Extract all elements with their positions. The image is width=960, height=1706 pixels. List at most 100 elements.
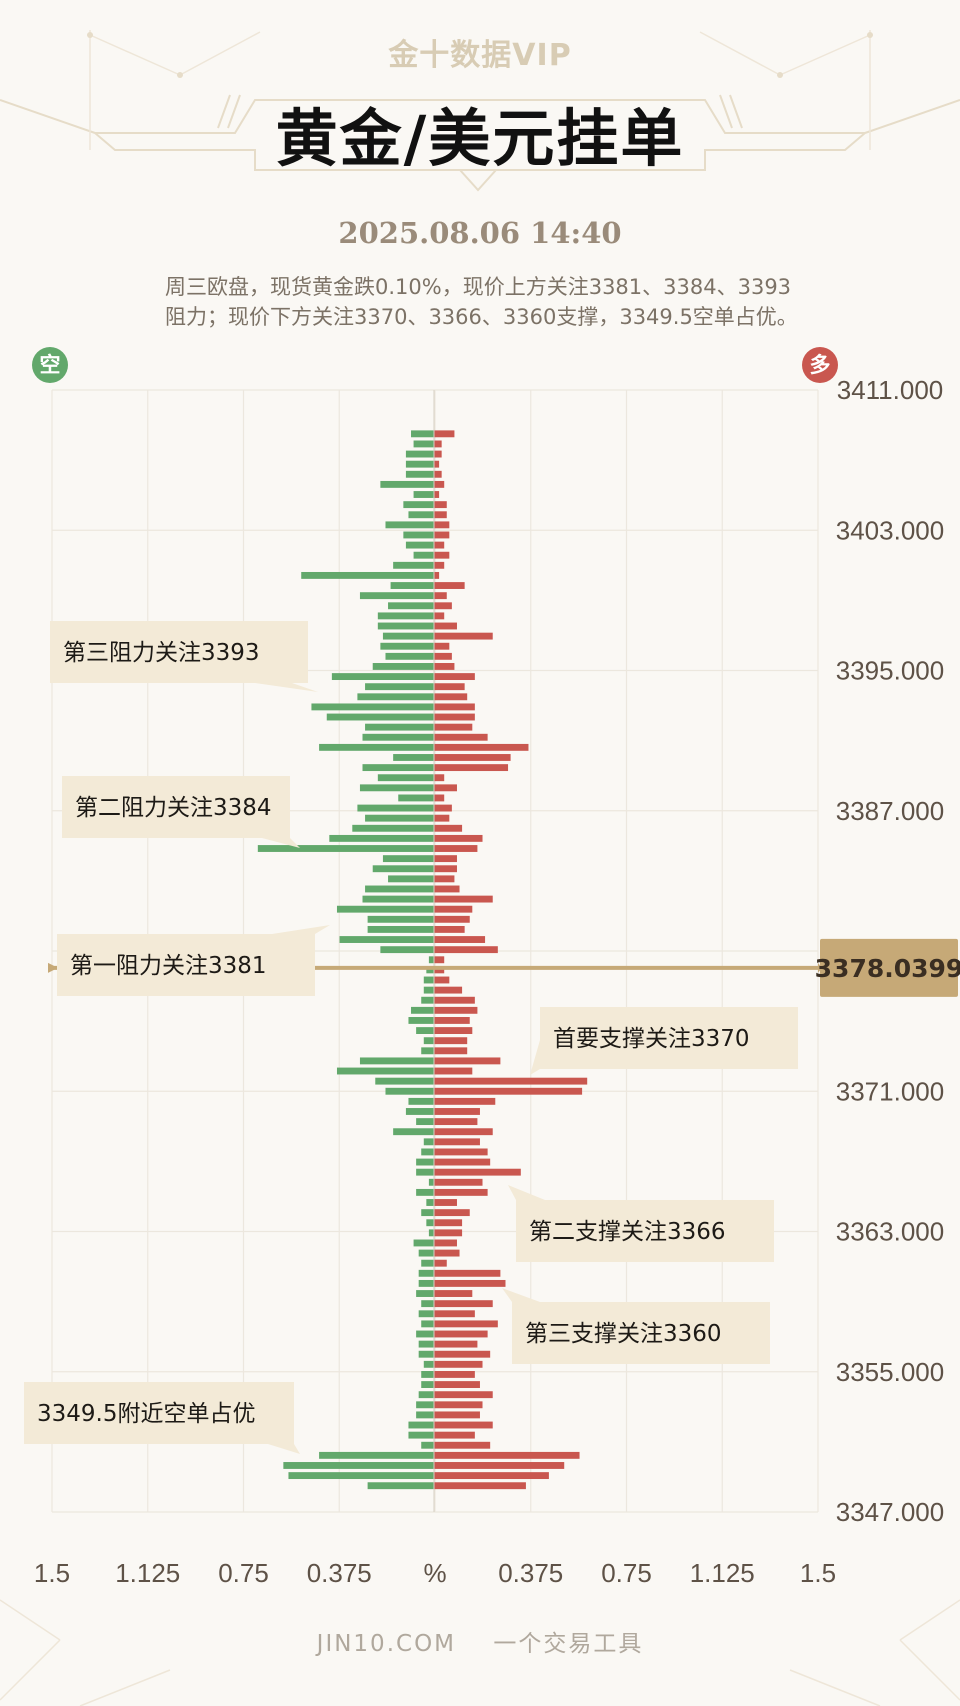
short-bar [408,1431,434,1439]
short-bar [367,915,434,923]
long-bar [434,561,445,569]
long-bar [434,1027,473,1035]
annotation-text: 第二支撑关注3366 [529,1219,726,1245]
annotation-pointer [272,925,330,934]
short-bar [257,845,434,852]
short-bar [329,834,434,842]
current-price-label-box [820,938,958,997]
short-bar [380,480,434,488]
long-bar [434,632,493,640]
short-bar [405,541,434,549]
long-bar [434,774,445,782]
long-bar [434,1148,488,1156]
annotation-box [516,1200,774,1262]
short-bar [362,764,434,772]
long-bar [434,430,455,438]
short-bar [428,1178,434,1186]
long-bar [434,460,440,468]
annotation-text: 首要支撑关注3370 [553,1026,750,1052]
short-bar [408,1097,434,1105]
short-bar [301,571,434,579]
long-bar [434,1037,468,1045]
short-bar [319,743,434,751]
short-bar [398,794,434,802]
x-tick-label: 0.75 [218,1558,269,1588]
annotation-pointer [268,1444,300,1454]
x-tick-label: 0.375 [307,1558,372,1588]
long-bar [434,824,463,832]
short-bar [421,1320,434,1328]
long-bar [434,1188,488,1196]
short-bar [382,855,434,863]
annotation-box [57,934,315,996]
short-bar [418,1340,434,1348]
y-tick-label: 3411.000 [837,375,944,405]
annotation-text: 第二阻力关注3384 [75,795,272,821]
short-bar [375,1077,434,1085]
long-bar [434,784,457,792]
y-tick-label: 3395.000 [836,656,944,686]
long-bar [434,612,445,620]
short-bar [388,602,434,610]
short-bar [411,430,434,438]
long-bar [434,925,465,933]
long-bar [434,1158,491,1166]
long-bar [434,1300,493,1308]
short-bar [408,1017,434,1024]
short-bar [421,1371,434,1378]
short-bar [418,1269,434,1277]
short-bar [319,1451,434,1459]
long-bar [434,986,463,994]
annotation-pointer [508,1185,545,1200]
long-bar [434,1178,483,1186]
short-bar [423,1037,434,1045]
short-bar [403,531,434,539]
short-bar [357,693,434,701]
long-bar [434,885,460,893]
x-tick-label: 1.5 [34,1558,70,1588]
short-bar [421,1148,434,1156]
short-bar [426,1199,434,1206]
long-bar [434,1057,501,1065]
long-bar [434,602,452,610]
short-bar [365,885,434,893]
short-bar [408,1421,434,1429]
long-bar [434,743,529,751]
short-bar [421,1259,434,1267]
long-bar [434,1431,475,1439]
annotation-pointer [262,838,300,848]
short-bar [362,733,434,741]
short-bar [372,865,434,873]
short-bar [426,966,434,974]
short-bar [372,663,434,670]
long-bar [434,1462,565,1469]
annotation-box [512,1302,770,1364]
long-bar [434,1472,549,1480]
long-bar [434,683,465,691]
short-bar [418,1391,434,1399]
annotation-callout: 第三阻力关注3393 [50,621,318,692]
short-bar [385,521,434,529]
short-bar [385,1087,434,1095]
short-bar [367,925,434,933]
annotation-text: 第三支撑关注3360 [525,1321,722,1347]
long-bar [434,754,511,761]
short-bar [385,652,434,660]
short-bar [380,642,434,650]
long-bar [434,663,455,670]
short-bar [421,1209,434,1217]
short-bar [411,1006,434,1014]
long-bar [434,1482,526,1490]
y-tick-label: 3371.000 [836,1076,944,1106]
short-bar [403,501,434,509]
long-bar [434,1108,480,1115]
long-bar [434,1168,521,1176]
annotation-box [50,621,308,683]
long-bar [434,1017,470,1024]
long-bar [434,1441,491,1449]
short-bar [416,1158,434,1166]
short-bar [359,592,434,600]
annotation-pointer [255,683,318,692]
long-bar [434,946,498,954]
